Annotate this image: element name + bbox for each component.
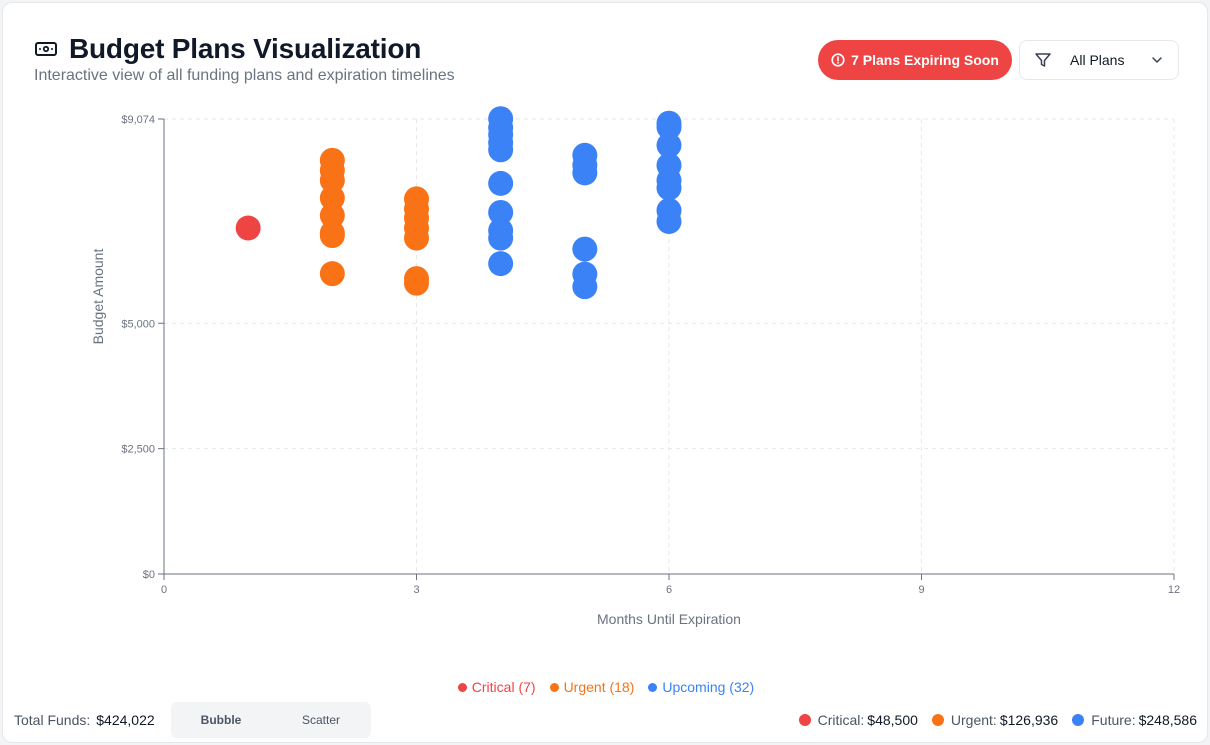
y-axis-title: Budget Amount [90, 249, 106, 345]
data-point-urgent[interactable] [319, 223, 345, 249]
category-dot [1072, 714, 1085, 726]
legend-item[interactable]: Upcoming (32) [648, 679, 754, 695]
total-funds-label: Total Funds: [14, 712, 91, 728]
category-total-label: Critical: [817, 712, 865, 728]
x-axis-title: Months Until Expiration [597, 611, 741, 627]
category-total-label: Future: [1091, 712, 1136, 728]
x-tick-label: 9 [918, 584, 924, 596]
legend-label: Urgent (18) [563, 679, 635, 695]
chart-axes: 0 3 6 9 12 $0 $2,500 $5,000 $9,074 [121, 114, 1180, 596]
y-tick-label: $0 [143, 569, 155, 581]
data-point-urgent[interactable] [319, 167, 345, 193]
category-total-value: $126,936 [999, 712, 1059, 728]
category-dot [798, 714, 811, 726]
data-point-upcoming[interactable] [572, 160, 598, 186]
y-tick-label: $2,500 [121, 444, 155, 456]
category-total-value: $48,500 [867, 712, 918, 728]
data-point-upcoming[interactable] [488, 225, 514, 251]
x-tick-label: 3 [413, 584, 419, 596]
category-total: Critical: $48,500 [798, 712, 918, 728]
x-tick-label: 12 [1168, 584, 1180, 596]
chart-legend: Critical (7) Urgent (18) Upcoming (32) [3, 679, 1207, 695]
expiring-plans-button[interactable]: 7 Plans Expiring Soon [818, 40, 1012, 80]
category-total: Urgent: $126,936 [931, 712, 1059, 728]
page-title: Budget Plans Visualization [69, 33, 422, 64]
data-point-urgent[interactable] [319, 202, 345, 228]
legend-dot [648, 682, 658, 692]
page-header: Budget Plans Visualization [35, 33, 421, 65]
legend-dot [549, 682, 559, 692]
filter-icon [1035, 53, 1051, 67]
total-funds-value: $424,022 [96, 712, 155, 728]
y-tick-label: $5,000 [121, 318, 155, 330]
view-option-scatter[interactable]: Scatter [301, 713, 340, 727]
category-dot [931, 714, 944, 726]
alert-circle-icon [831, 53, 845, 67]
data-point-upcoming[interactable] [488, 137, 514, 163]
category-total-label: Urgent: [950, 712, 997, 728]
data-point-upcoming[interactable] [488, 251, 514, 277]
data-point-upcoming[interactable] [656, 175, 682, 201]
data-point-urgent[interactable] [404, 270, 429, 296]
data-point-upcoming[interactable] [488, 199, 514, 225]
page-subtitle: Interactive view of all funding plans an… [34, 67, 455, 84]
plan-filter-value: All Plans [1070, 52, 1125, 68]
data-point-upcoming[interactable] [656, 132, 682, 158]
data-point-upcoming[interactable] [488, 170, 514, 196]
legend-item[interactable]: Urgent (18) [549, 679, 635, 695]
category-total: Future: $248,586 [1072, 712, 1197, 728]
data-point-upcoming[interactable] [572, 274, 598, 300]
money-icon [35, 42, 57, 56]
x-tick-label: 0 [161, 584, 167, 596]
legend-dot [457, 682, 467, 692]
data-point-upcoming[interactable] [656, 208, 682, 234]
view-option-bubble[interactable]: Bubble [200, 713, 242, 727]
x-tick-label: 6 [666, 584, 672, 596]
data-point-urgent[interactable] [404, 225, 429, 251]
data-point-upcoming[interactable] [572, 236, 598, 262]
data-point-urgent[interactable] [319, 261, 345, 287]
legend-item[interactable]: Critical (7) [457, 679, 536, 695]
data-point-upcoming[interactable] [656, 114, 682, 140]
legend-label: Critical (7) [471, 679, 536, 695]
expiring-plans-label: 7 Plans Expiring Soon [851, 52, 999, 68]
data-point-critical[interactable] [235, 215, 261, 241]
view-toggle: Bubble Scatter [171, 702, 371, 738]
budget-scatter-chart: 0 3 6 9 12 $0 $2,500 $5,000 $9,074 Months Until … [90, 106, 1180, 627]
total-funds: Total Funds: $424,022 [14, 712, 155, 728]
chart-points[interactable] [235, 106, 682, 300]
chevron-down-icon [1152, 57, 1162, 63]
data-point-urgent[interactable] [319, 185, 345, 211]
legend-label: Upcoming (32) [662, 679, 755, 695]
category-total-value: $248,586 [1138, 712, 1197, 728]
y-tick-label: $9,074 [121, 114, 155, 126]
plan-filter-select[interactable]: All Plans [1019, 40, 1179, 80]
category-totals: Critical: $48,500 Urgent: $126,936 Future: $2… [798, 712, 1197, 728]
